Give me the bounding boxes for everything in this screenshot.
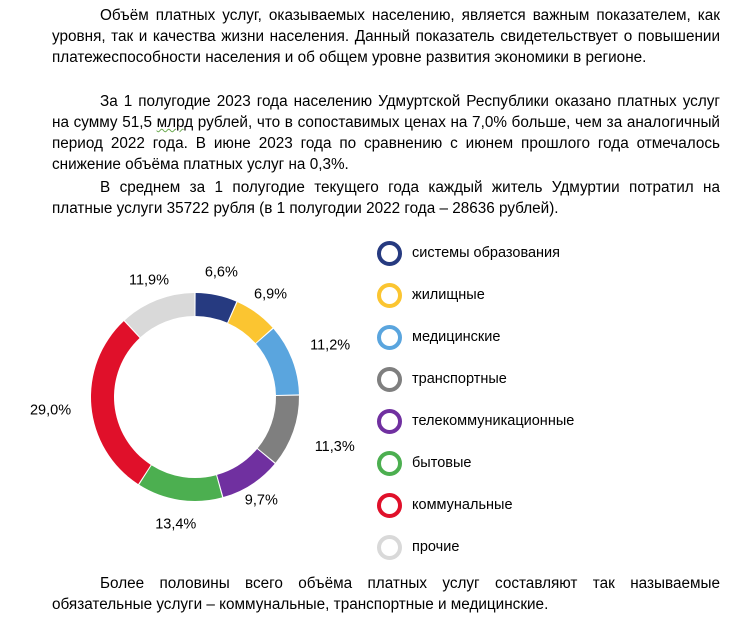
donut-slice-6 (139, 465, 223, 501)
slice-value-label: 13,4% (155, 517, 196, 533)
legend-label: жилищные (412, 287, 485, 303)
intro-paragraph: Объём платных услуг, оказываемых населен… (52, 7, 720, 66)
legend-item: коммунальные (377, 492, 513, 518)
legend-item: медицинские (377, 324, 500, 350)
donut-slice-8 (124, 293, 195, 338)
legend-label: телекоммуникационные (412, 413, 575, 429)
donut-slice-5 (217, 449, 275, 498)
slice-value-label: 29,0% (30, 403, 71, 419)
legend-item: транспортные (377, 366, 507, 392)
legend-swatch (377, 240, 402, 266)
donut-slice-7 (91, 321, 151, 485)
slice-value-label: 6,9% (254, 287, 287, 303)
legend-label: медицинские (412, 329, 501, 345)
per-capita-paragraph: В среднем за 1 полугодие текущего года к… (52, 179, 720, 217)
legend-item: системы образования (377, 240, 560, 266)
legend-swatch (377, 408, 402, 434)
legend-item: жилищные (377, 282, 485, 308)
volume-text-before: За 1 полугодие 2023 года населению Удмур… (52, 93, 720, 131)
legend-item: бытовые (377, 450, 471, 476)
slice-value-label: 11,9% (129, 273, 169, 289)
donut-chart: 6,6% 6,9% 11,2% 11,3% 9,7% 13,4% 29,0% 11,9% (30, 265, 355, 533)
volume-paragraph: За 1 полугодие 2023 года населению Удмур… (52, 91, 720, 175)
legend-item: прочие (377, 534, 459, 560)
legend-label: прочие (412, 539, 460, 555)
legend-label: коммунальные (412, 497, 513, 513)
volume-text-after: рублей, что в сопоставимых ценах на 7,0%… (52, 114, 720, 173)
legend-label: бытовые (412, 455, 472, 471)
legend-item: телекоммуникационные (377, 408, 574, 434)
legend-swatch (377, 534, 402, 560)
legend-swatch (377, 450, 402, 476)
legend-swatch (377, 282, 402, 308)
legend-swatch (377, 366, 402, 392)
slice-value-label: 9,7% (245, 492, 278, 508)
legend-swatch (377, 324, 402, 350)
donut-slice-3 (256, 328, 299, 395)
slice-value-label: 11,3% (315, 439, 355, 455)
donut-slice-4 (257, 395, 300, 463)
donut-slice-1 (195, 293, 237, 323)
donut-slice-2 (228, 302, 273, 344)
legend-label: транспортные (412, 371, 507, 387)
slice-value-label: 11,2% (310, 337, 350, 353)
legend-swatch (377, 492, 402, 518)
legend-label: системы образования (412, 245, 561, 261)
conclusion-paragraph: Более половины всего объёма платных услу… (52, 575, 720, 613)
slice-value-label: 6,6% (205, 265, 238, 281)
mlrd-word: млрд (156, 114, 194, 131)
